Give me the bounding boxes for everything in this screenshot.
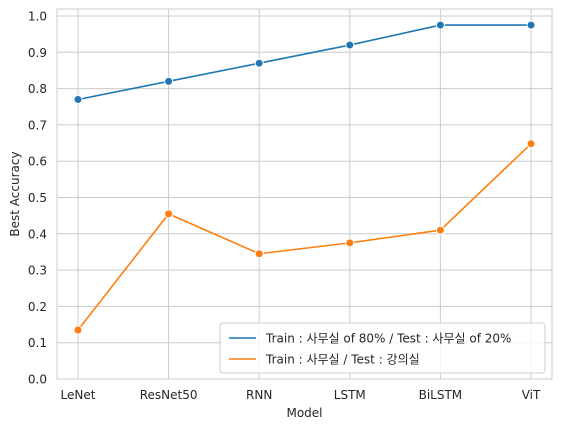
y-tick-label: 0.0 <box>28 373 47 387</box>
y-tick-label: 1.0 <box>28 10 47 24</box>
x-tick-label: RNN <box>246 388 272 402</box>
data-point <box>526 139 536 149</box>
data-point <box>254 58 264 68</box>
x-tick-label: LSTM <box>334 388 366 402</box>
data-point <box>254 249 264 259</box>
x-tick-label: ResNet50 <box>140 388 198 402</box>
legend-box <box>219 322 546 374</box>
y-axis-title: Best Accuracy <box>8 151 22 236</box>
data-point <box>526 20 536 30</box>
series-line <box>77 143 532 331</box>
x-tick-label: LeNet <box>61 388 96 402</box>
data-point <box>435 225 445 235</box>
y-tick-label: 0.7 <box>28 118 47 132</box>
y-tick-label: 0.4 <box>28 227 47 241</box>
data-point <box>164 76 174 86</box>
data-point <box>345 40 355 50</box>
legend-label: Train : 사무실 of 80% / Test : 사무실 of 20% <box>265 332 511 346</box>
series-line <box>77 24 531 101</box>
y-tick-label: 0.6 <box>28 155 47 169</box>
y-tick-label: 0.3 <box>28 264 47 278</box>
data-point <box>73 94 83 104</box>
data-point <box>164 209 174 219</box>
x-tick-label: BiLSTM <box>419 388 463 402</box>
data-point <box>73 325 83 335</box>
x-tick-label: ViT <box>522 388 541 402</box>
legend-label: Train : 사무실 / Test : 강의실 <box>265 353 420 367</box>
y-tick-label: 0.9 <box>28 46 47 60</box>
data-point <box>345 238 355 248</box>
data-point <box>435 20 445 30</box>
x-axis-title: Model <box>286 406 322 420</box>
legend: Train : 사무실 of 80% / Test : 사무실 of 20% Tr… <box>219 322 546 374</box>
y-tick-label: 0.2 <box>28 300 47 314</box>
y-tick-label: 0.5 <box>28 191 47 205</box>
plot-area: 0.0 0.1 0.2 0.3 0.4 0.5 0.6 0.7 0.8 0.9 1.0 LeNet Re… <box>28 8 553 402</box>
y-tick-label: 0.8 <box>28 82 47 96</box>
y-tick-label: 0.1 <box>28 336 47 350</box>
plot-frame <box>56 8 553 380</box>
